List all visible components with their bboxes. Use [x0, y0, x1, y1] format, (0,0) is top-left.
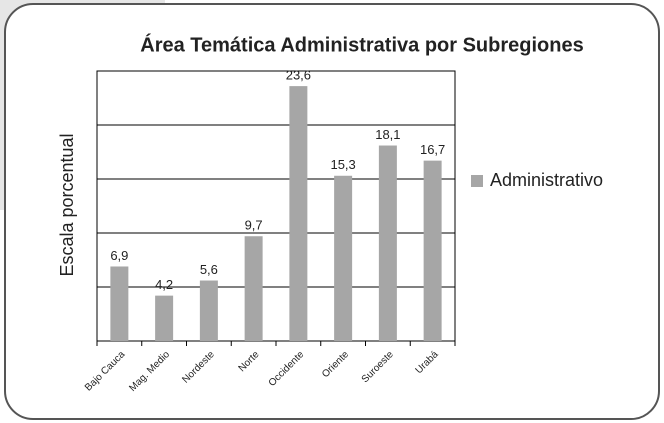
bar [334, 175, 353, 341]
data-label: 15,3 [330, 157, 355, 172]
legend-label: Administrativo [490, 170, 603, 190]
chart-title: Área Temática Administrativa por Subregi… [140, 33, 583, 56]
data-label: 6,9 [110, 248, 128, 263]
data-label: 18,1 [375, 127, 400, 142]
bar [110, 266, 129, 341]
bar [423, 160, 442, 341]
data-label: 4,2 [155, 277, 173, 292]
data-label: 9,7 [245, 218, 263, 233]
data-label: 16,7 [420, 142, 445, 157]
bar [244, 236, 263, 341]
bar [378, 145, 397, 341]
data-label: 5,6 [200, 262, 218, 277]
bar [155, 295, 174, 341]
bar [199, 280, 218, 341]
y-axis-label: Escala porcentual [57, 133, 77, 276]
legend-swatch [471, 175, 483, 187]
plot-area [96, 70, 456, 342]
data-label: 23,6 [286, 68, 311, 83]
bar [289, 86, 308, 342]
